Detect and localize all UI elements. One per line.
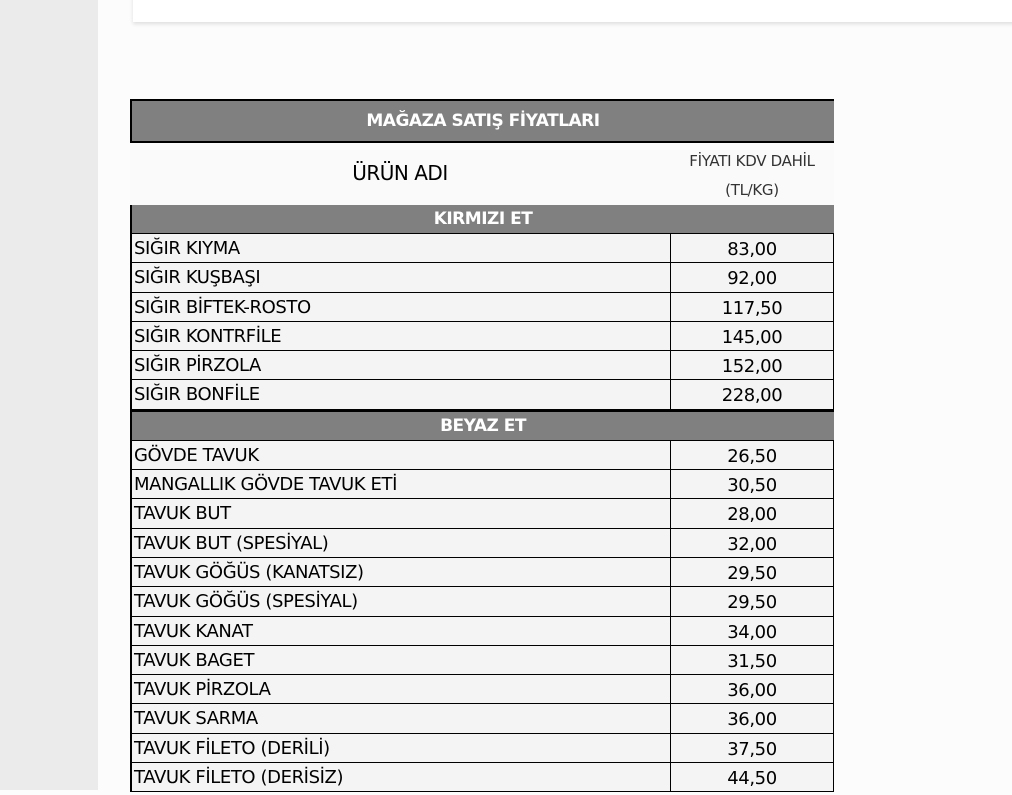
product-name: TAVUK KANAT: [132, 616, 671, 645]
table-row: TAVUK BAGET 31,50: [130, 645, 834, 676]
product-price: 30,50: [727, 475, 777, 497]
product-price: 29,50: [727, 592, 777, 614]
table-row: TAVUK SARMA 36,00: [130, 704, 834, 734]
product-price: 36,00: [727, 680, 777, 702]
product-name: TAVUK FİLETO (DERİSİZ): [132, 763, 671, 792]
product-price: 28,00: [727, 504, 777, 526]
product-price: 37,50: [727, 738, 777, 760]
table-row: TAVUK FİLETO (DERİSİZ) 44,50: [130, 763, 834, 793]
product-price: 34,00: [727, 621, 777, 643]
product-price: 31,50: [727, 650, 777, 672]
table-row: MANGALLIK GÖVDE TAVUK ETİ 30,50: [130, 470, 834, 500]
product-price: 228,00: [721, 385, 783, 407]
table-row: SIĞIR KUŞBAŞI 92,00: [130, 263, 834, 293]
product-name: TAVUK BAGET: [132, 645, 671, 675]
product-name: SIĞIR KIYMA: [132, 234, 671, 263]
top-card: [133, 0, 1012, 22]
price-header-line1: FİYATI KDV DAHİL: [689, 152, 815, 170]
product-name: SIĞIR PİRZOLA: [132, 351, 671, 380]
product-name: TAVUK BUT: [132, 499, 671, 528]
table-row: SIĞIR BONFİLE 228,00: [130, 380, 834, 410]
table-row: TAVUK GÖĞÜS (SPESİYAL) 29,50: [130, 587, 834, 617]
table-row: TAVUK BUT (SPESİYAL) 32,00: [130, 528, 834, 558]
product-price: 152,00: [721, 356, 783, 378]
table-row: SIĞIR KONTRFİLE 145,00: [130, 321, 834, 352]
table-row: TAVUK GÖĞÜS (KANATSIZ) 29,50: [130, 557, 834, 588]
product-name: TAVUK GÖĞÜS (KANATSIZ): [132, 557, 671, 587]
category-header: BEYAZ ET: [130, 409, 834, 441]
left-sidebar-strip: [0, 0, 98, 790]
price-header-line2: (TL/KG): [725, 181, 779, 199]
product-name: TAVUK BUT (SPESİYAL): [132, 528, 671, 557]
table-row: TAVUK FİLETO (DERİLİ) 37,50: [130, 733, 834, 764]
table-row: TAVUK BUT 28,00: [130, 499, 834, 529]
product-price: 32,00: [727, 533, 777, 555]
product-name: TAVUK FİLETO (DERİLİ): [132, 733, 671, 763]
product-price: 26,50: [727, 445, 777, 467]
table-row: TAVUK PİRZOLA 36,00: [130, 675, 834, 705]
column-headers: ÜRÜN ADI FİYATI KDV DAHİL (TL/KG): [130, 143, 834, 205]
product-name: MANGALLIK GÖVDE TAVUK ETİ: [132, 470, 671, 499]
product-name: SIĞIR BONFİLE: [132, 380, 671, 409]
table-body: KIRMIZI ET SIĞIR KIYMA 83,00 SIĞIR KUŞBAŞI 9…: [130, 205, 834, 793]
column-header-product: ÜRÜN ADI: [352, 161, 448, 185]
product-price: 117,50: [721, 297, 783, 319]
table-row: SIĞIR PİRZOLA 152,00: [130, 351, 834, 381]
product-price: 36,00: [727, 709, 777, 731]
table-row: TAVUK KANAT 34,00: [130, 616, 834, 646]
price-table: MAĞAZA SATIŞ FİYATLARI ÜRÜN ADI FİYATI K…: [130, 99, 834, 793]
column-header-price: FİYATI KDV DAHİL (TL/KG): [670, 147, 834, 205]
product-name: SIĞIR BİFTEK-ROSTO: [132, 292, 671, 321]
product-price: 29,50: [727, 562, 777, 584]
product-name: SIĞIR KONTRFİLE: [132, 321, 671, 351]
product-name: TAVUK PİRZOLA: [132, 675, 671, 704]
product-price: 44,50: [727, 768, 777, 790]
product-name: TAVUK GÖĞÜS (SPESİYAL): [132, 587, 671, 616]
product-price: 83,00: [727, 239, 777, 260]
product-name: SIĞIR KUŞBAŞI: [132, 263, 671, 292]
category-header: KIRMIZI ET: [130, 205, 834, 234]
product-name: TAVUK SARMA: [132, 704, 671, 733]
table-row: SIĞIR BİFTEK-ROSTO 117,50: [130, 292, 834, 322]
table-row: GÖVDE TAVUK 26,50: [130, 440, 834, 471]
product-price: 145,00: [721, 326, 783, 348]
table-title: MAĞAZA SATIŞ FİYATLARI: [130, 99, 834, 143]
product-price: 92,00: [727, 268, 777, 290]
table-row: SIĞIR KIYMA 83,00: [130, 234, 834, 264]
product-name: GÖVDE TAVUK: [132, 440, 671, 470]
